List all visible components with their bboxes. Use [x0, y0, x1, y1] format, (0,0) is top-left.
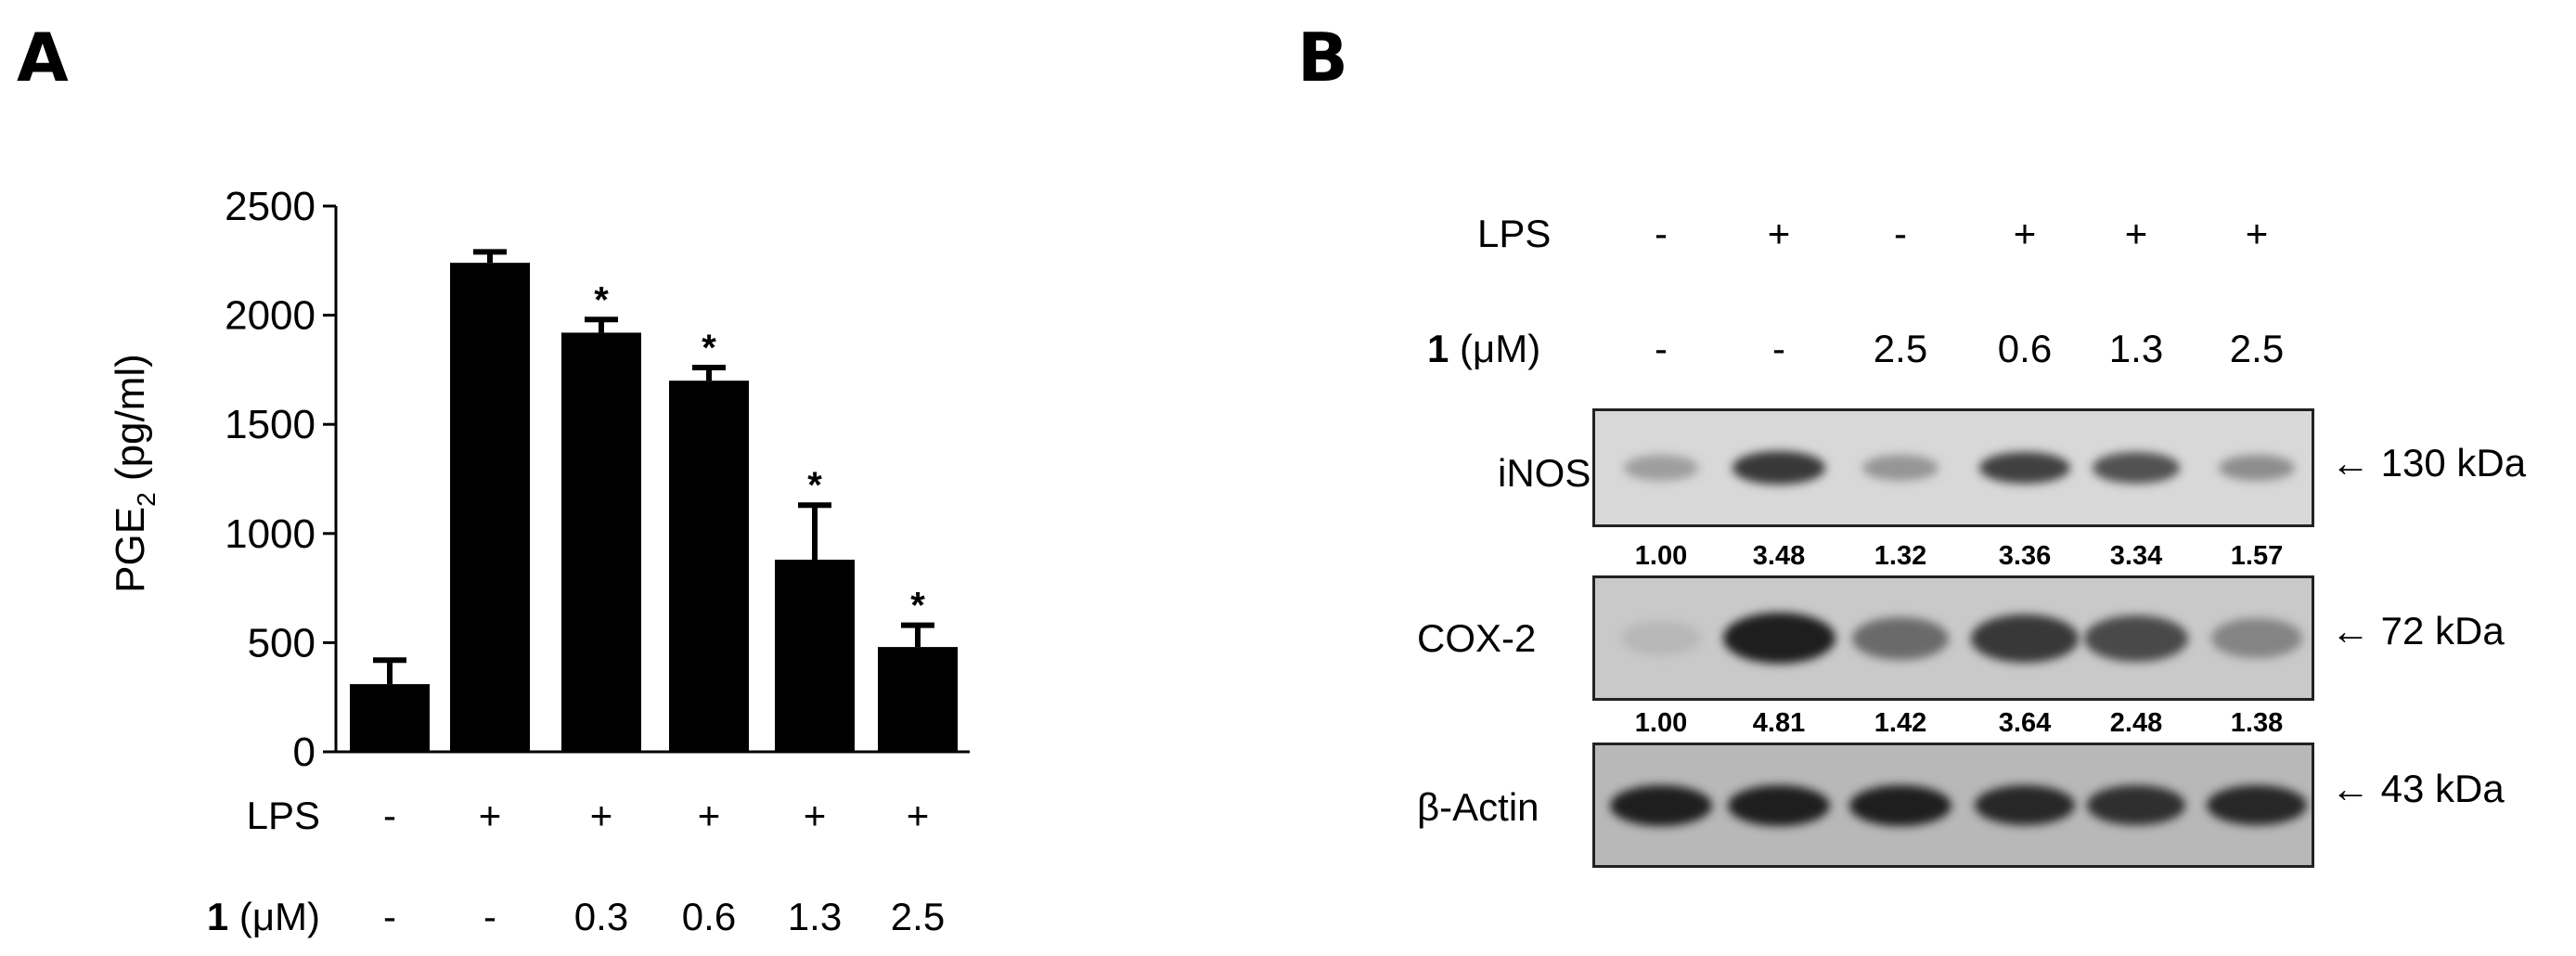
lps-row-value: +	[804, 794, 827, 837]
band	[1610, 784, 1712, 826]
actin-marker: ← 43 kDa	[2331, 767, 2505, 810]
significance-mark: *	[910, 586, 925, 627]
dose-value: 2.5	[1873, 327, 1928, 370]
bar-chart: 0 500 1000 1500 2000 2500 * * * * LPS 1 (μM) - + + + +…	[108, 184, 970, 938]
band	[2084, 614, 2188, 662]
significance-mark: *	[702, 328, 716, 368]
band	[1849, 784, 1951, 826]
cox2-value: 3.64	[1998, 708, 2052, 738]
lps-row-value: +	[907, 794, 930, 837]
bar	[561, 332, 641, 752]
band	[1979, 451, 2070, 484]
lps-label: LPS	[1477, 212, 1552, 255]
panel-label-a: A	[17, 19, 69, 97]
dose-value: -	[1772, 327, 1785, 370]
chart-axes	[334, 206, 970, 754]
cox2-value: 1.00	[1634, 708, 1688, 738]
lps-value: +	[2013, 212, 2037, 255]
dose-row-value: 1.3	[788, 895, 842, 938]
inos-value: 3.36	[1998, 541, 2052, 571]
y-axis-label: PGE2 (pg/ml)	[108, 354, 161, 593]
band	[2218, 454, 2296, 482]
y-tick-label: 1000	[225, 511, 316, 557]
significance-mark: *	[594, 279, 609, 320]
panel-label-b: B	[1297, 19, 1348, 97]
dose-row-label: 1 (μM)	[207, 895, 320, 938]
inos-value: 1.00	[1634, 541, 1688, 571]
band	[1728, 784, 1830, 826]
y-tick-label: 500	[248, 620, 316, 665]
cox2-value: 4.81	[1752, 708, 1806, 738]
band	[2086, 785, 2186, 825]
bar	[878, 647, 958, 752]
inos-label: iNOS	[1498, 451, 1591, 495]
cox2-value: 1.42	[1874, 708, 1927, 738]
band	[2211, 618, 2302, 658]
dose-row-value: 0.3	[574, 895, 628, 938]
y-tick-label: 1500	[225, 402, 316, 447]
lps-value: +	[2245, 212, 2269, 255]
y-tick-label: 2500	[225, 184, 316, 229]
dose-row-value: -	[483, 895, 496, 938]
inos-value: 1.32	[1874, 541, 1927, 571]
dose-value: 2.5	[2229, 327, 2285, 370]
actin-label: β-Actin	[1417, 785, 1539, 829]
bar	[775, 560, 855, 752]
cox2-label: COX-2	[1417, 616, 1537, 660]
band	[1974, 784, 2076, 826]
treatment-rows: LPS 1 (μM) - + + + + + - - 0.3 0.6 1.3 2.5	[207, 794, 945, 938]
dose-value: 0.6	[1997, 327, 2053, 370]
y-tick-label: 0	[293, 730, 316, 775]
lps-row-value: +	[698, 794, 721, 837]
band	[1620, 621, 1702, 655]
lps-row-value: -	[383, 794, 396, 837]
dose-value: -	[1655, 327, 1668, 370]
band	[1971, 614, 2079, 663]
y-tick-label: 2000	[225, 293, 316, 339]
band	[1722, 613, 1835, 664]
inos-value: 3.48	[1752, 541, 1806, 571]
cox2-value: 2.48	[2109, 708, 2163, 738]
lps-value: +	[1767, 212, 1791, 255]
band	[1624, 455, 1698, 481]
inos-marker: ← 130 kDa	[2331, 441, 2527, 484]
band	[1862, 455, 1938, 481]
inos-value: 1.57	[2230, 541, 2284, 571]
lps-row-label: LPS	[247, 794, 320, 837]
bar	[350, 684, 430, 752]
band	[2206, 784, 2308, 826]
inos-value: 3.34	[2109, 541, 2163, 571]
inos-blot	[1592, 408, 2314, 527]
lps-value: -	[1655, 212, 1668, 255]
dose-value: 1.3	[2108, 327, 2164, 370]
significance-mark: *	[807, 465, 822, 506]
chart-bars: * * * *	[350, 249, 958, 753]
dose-row-value: 0.6	[682, 895, 736, 938]
lps-row-value: +	[590, 794, 613, 837]
dose-row-value: 2.5	[891, 895, 945, 938]
bar	[669, 381, 749, 752]
cox2-marker: ← 72 kDa	[2331, 609, 2505, 652]
lps-value: -	[1894, 212, 1907, 255]
actin-blot	[1592, 743, 2314, 868]
dose-row-value: -	[383, 895, 396, 938]
lps-value: +	[2124, 212, 2148, 255]
cox2-blot	[1592, 575, 2314, 701]
y-axis-ticks: 0 500 1000 1500 2000 2500	[225, 184, 336, 775]
bar	[450, 263, 530, 753]
dose-label: 1 (μM)	[1427, 327, 1541, 370]
band	[1732, 451, 1825, 484]
band	[1852, 616, 1949, 660]
lps-row-value: +	[479, 794, 502, 837]
cox2-value: 1.38	[2230, 708, 2284, 738]
band	[2092, 452, 2181, 484]
